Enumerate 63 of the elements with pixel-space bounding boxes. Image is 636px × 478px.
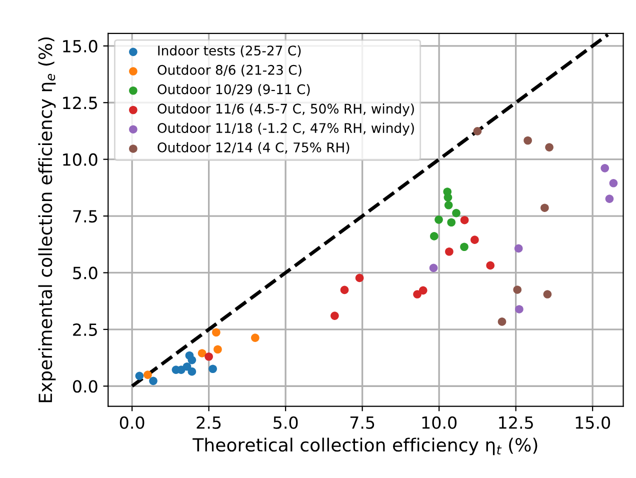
point (144, 370, 152, 379)
point (135, 372, 144, 380)
point (540, 204, 549, 212)
point (355, 274, 364, 282)
legend-label: Outdoor 11/6 (4.5-7 C, 50% RH, windy) (158, 103, 414, 116)
point (251, 334, 260, 342)
point (434, 215, 443, 224)
x-tick-label: 10.0 (422, 416, 457, 429)
point (447, 218, 456, 227)
x-tick-label: 12.5 (499, 416, 533, 429)
x-tick-label: 5.0 (274, 416, 298, 429)
point (444, 193, 452, 202)
point (212, 328, 220, 337)
point (204, 352, 213, 361)
point (513, 286, 522, 294)
point (609, 178, 618, 188)
y-tick-label: 10.0 (63, 153, 98, 166)
point (418, 286, 428, 295)
x-axis-title: Theoretical collection efficiency η$_{t}$ (%) (192, 438, 538, 456)
y-tick-label: 5.0 (73, 266, 98, 280)
x-tick-label: 0.0 (120, 416, 144, 429)
y-tick-label: 2.5 (73, 323, 97, 336)
y-tick-label: 7.5 (73, 210, 97, 223)
y-tick-label: 12.5 (63, 96, 97, 110)
point (208, 364, 217, 374)
point (543, 290, 552, 298)
point (429, 264, 438, 272)
x-tick-label: 7.5 (350, 416, 374, 429)
point (460, 216, 469, 224)
point (452, 208, 460, 218)
y-tick-label: 15.0 (63, 40, 98, 52)
legend-label: Outdoor 12/14 (4 C, 75% RH) (158, 142, 350, 154)
point (470, 236, 479, 244)
legend-label: Outdoor 10/29 (9-11 C) (158, 84, 310, 96)
legend-label: Outdoor 8/6 (21-23 C) (158, 64, 302, 76)
x-tick-label: 15.0 (576, 416, 610, 429)
point (198, 349, 206, 358)
x-tick-label: 2.5 (196, 416, 221, 429)
point (445, 247, 454, 256)
point (600, 164, 610, 172)
y-tick-label: 0.0 (72, 380, 98, 393)
point (524, 136, 532, 145)
point (430, 232, 438, 240)
point (460, 242, 468, 252)
point (515, 305, 524, 314)
y-axis-title: Experimental collection efficiency η$_{e}$ (%) (38, 37, 56, 402)
legend-label: Indoor tests (25-27 C) (158, 45, 301, 58)
point (498, 318, 506, 326)
point (340, 286, 349, 294)
point (188, 367, 196, 376)
point (149, 376, 158, 386)
point (514, 244, 523, 253)
point (182, 362, 192, 371)
point (330, 312, 339, 320)
point (214, 345, 222, 354)
point (413, 290, 422, 298)
point (444, 200, 453, 210)
legend-label: Outdoor 11/18 (-1.2 C, 47% RH, windy) (158, 122, 414, 136)
point (545, 143, 554, 152)
point (188, 356, 196, 364)
point (486, 261, 495, 270)
point (605, 194, 614, 203)
point (473, 127, 482, 136)
